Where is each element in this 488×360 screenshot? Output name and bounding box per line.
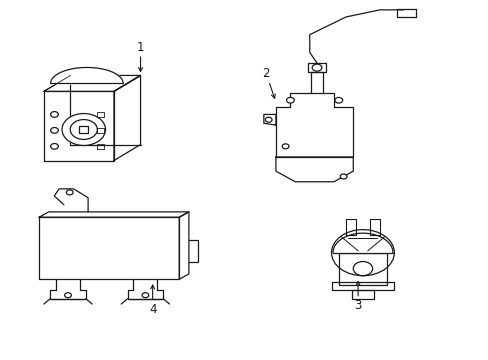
Circle shape xyxy=(334,98,342,103)
Text: 4: 4 xyxy=(148,303,156,316)
Polygon shape xyxy=(264,114,275,125)
Circle shape xyxy=(51,127,58,133)
Polygon shape xyxy=(275,93,352,157)
Polygon shape xyxy=(39,212,188,217)
Circle shape xyxy=(142,293,148,298)
Polygon shape xyxy=(44,76,140,91)
Circle shape xyxy=(64,293,71,298)
Polygon shape xyxy=(97,112,104,117)
Polygon shape xyxy=(346,219,355,235)
Polygon shape xyxy=(275,157,352,182)
Circle shape xyxy=(311,64,321,71)
Polygon shape xyxy=(179,212,188,279)
Text: 2: 2 xyxy=(262,67,269,80)
Polygon shape xyxy=(369,219,379,235)
Polygon shape xyxy=(114,76,140,161)
Circle shape xyxy=(340,174,346,179)
Circle shape xyxy=(70,120,97,139)
Text: 3: 3 xyxy=(354,299,361,312)
Polygon shape xyxy=(396,9,415,17)
Polygon shape xyxy=(97,128,104,133)
Circle shape xyxy=(66,190,73,195)
Polygon shape xyxy=(39,217,179,279)
Circle shape xyxy=(51,112,58,117)
Text: 1: 1 xyxy=(137,41,144,54)
Circle shape xyxy=(286,98,294,103)
Circle shape xyxy=(352,261,372,276)
Polygon shape xyxy=(338,253,386,284)
Circle shape xyxy=(282,144,288,149)
Polygon shape xyxy=(331,282,393,290)
Circle shape xyxy=(62,113,105,145)
Polygon shape xyxy=(351,290,373,299)
Polygon shape xyxy=(97,144,104,149)
Polygon shape xyxy=(308,63,325,72)
Circle shape xyxy=(51,144,58,149)
Polygon shape xyxy=(79,126,88,133)
Polygon shape xyxy=(44,91,114,161)
Circle shape xyxy=(265,117,271,122)
